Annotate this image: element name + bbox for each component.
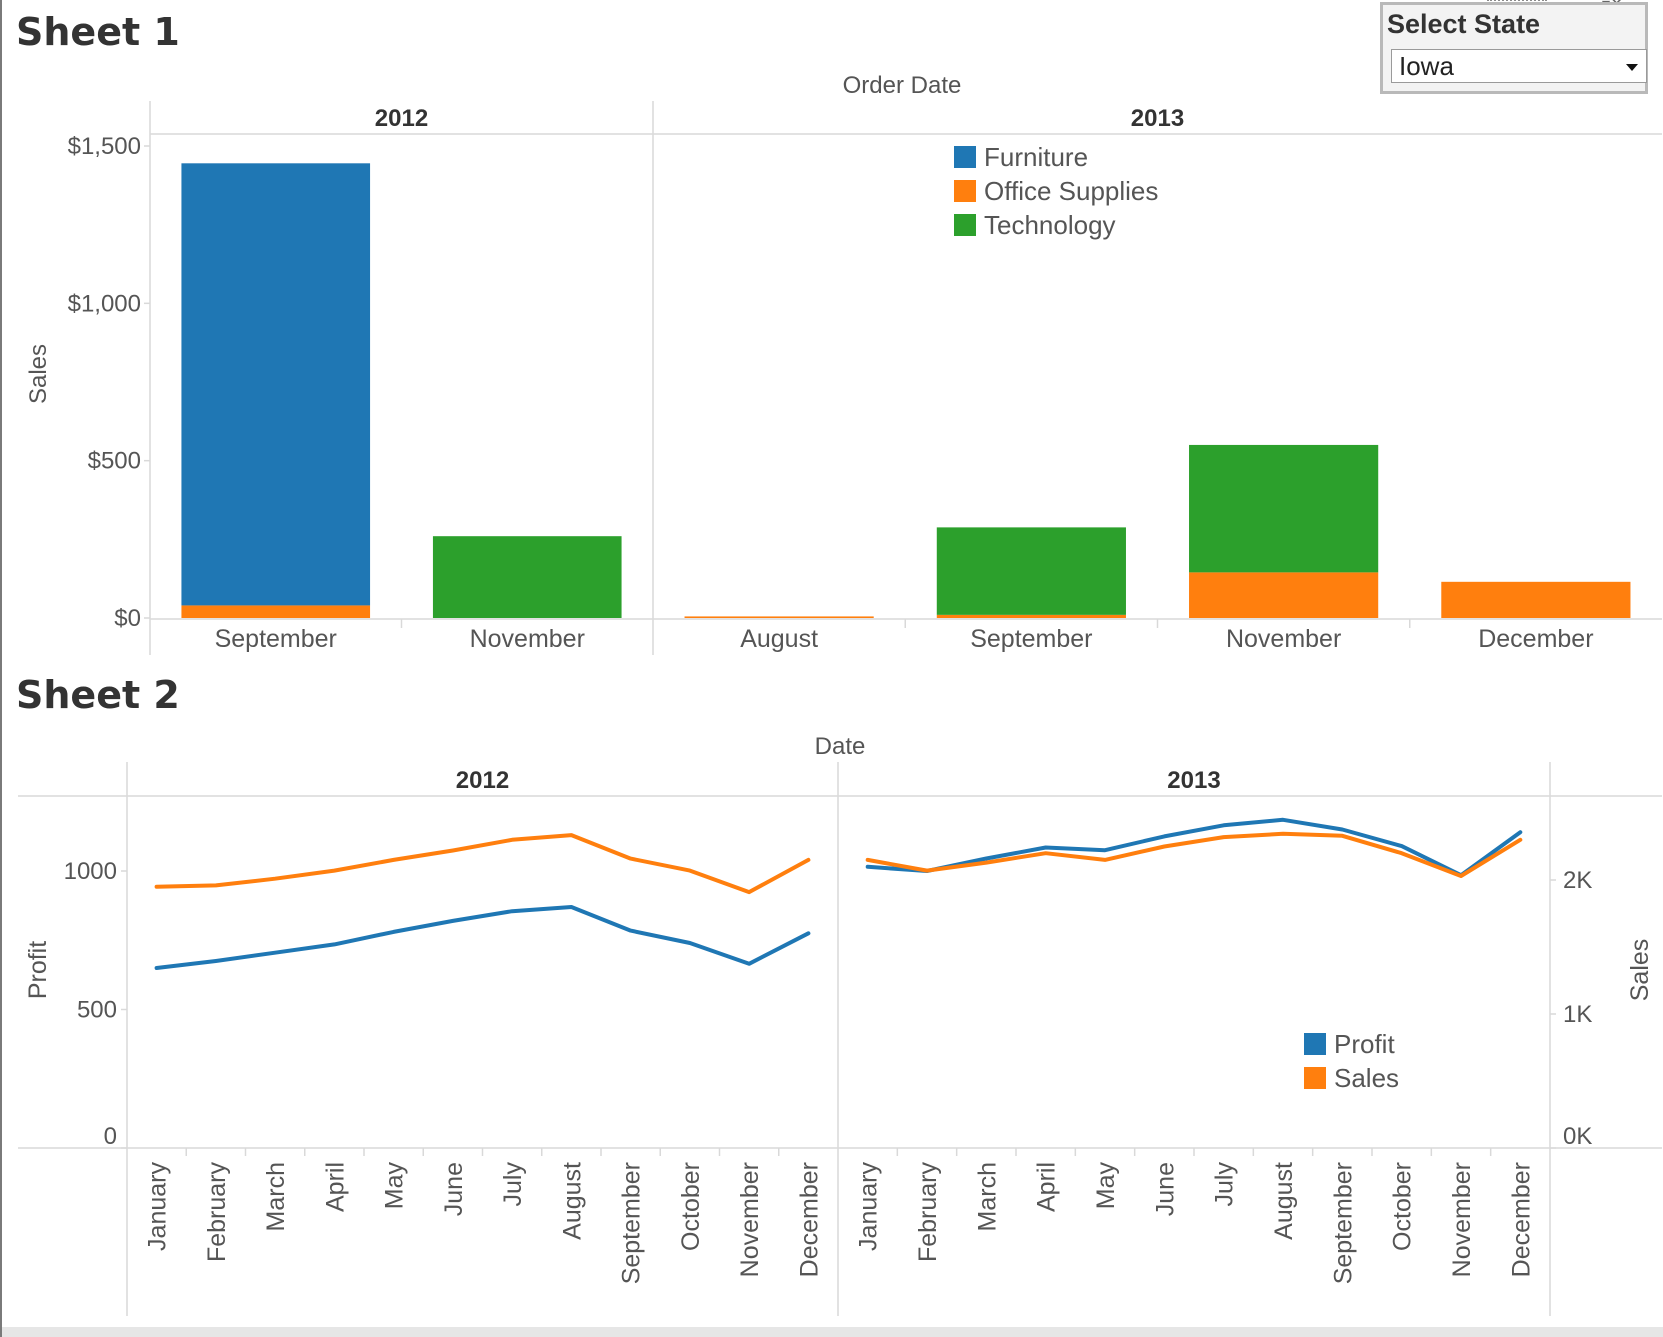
year-header-2012: 2012 <box>456 767 509 794</box>
x-tick-label: February <box>914 1162 942 1263</box>
legend-swatch <box>954 146 976 168</box>
x-tick-label: July <box>499 1162 527 1207</box>
x-tick-label: December <box>795 1162 823 1277</box>
x-tick-label: September <box>1329 1162 1357 1284</box>
y-tick-label: $1,500 <box>68 133 141 160</box>
year-header-2012: 2012 <box>375 105 428 132</box>
sales-bar-chart: Order Date $0 $500 $1,000 $1,500 Sales 2012 Sep… <box>25 72 1662 655</box>
sheet-1-title: Sheet 1 <box>16 10 180 54</box>
x-tick-label: May <box>1092 1162 1120 1210</box>
left-tick-label: 500 <box>77 997 117 1024</box>
column-header-title: Order Date <box>843 72 962 99</box>
x-tick-label: May <box>381 1162 409 1210</box>
state-select-dropdown[interactable]: Iowa <box>1391 49 1647 83</box>
filter-drag-handle[interactable] <box>1487 0 1547 7</box>
filter-title: Select State <box>1387 9 1541 39</box>
bottom-scrollbar[interactable] <box>2 1327 1663 1337</box>
x-tick-label: September <box>970 625 1092 653</box>
y-tick-label: $500 <box>88 448 141 475</box>
x-tick-label: August <box>558 1162 586 1240</box>
sheet-2-title: Sheet 2 <box>16 673 180 717</box>
x-tick-label: December <box>1507 1162 1535 1277</box>
legend-label: Profit <box>1334 1029 1395 1059</box>
x-tick-label: August <box>740 625 818 653</box>
left-axis-title: Profit <box>24 941 52 999</box>
x-tick-label: January <box>855 1162 883 1251</box>
bar-technology <box>1189 444 1379 573</box>
y-tick-label: $1,000 <box>68 290 141 317</box>
x-tick-label: June <box>1151 1162 1179 1216</box>
right-axis-title: Sales <box>1626 939 1654 1002</box>
left-tick-label: 1000 <box>64 858 117 885</box>
legend-label: Technology <box>984 210 1116 240</box>
x-tick-label: December <box>1478 625 1593 653</box>
left-tick-label: 0 <box>104 1123 117 1150</box>
right-tick-label: 0K <box>1563 1123 1592 1150</box>
legend-swatch <box>954 180 976 202</box>
x-tick-label: August <box>1270 1162 1298 1240</box>
legend-label: Office Supplies <box>984 176 1158 206</box>
line-profit-2013 <box>865 817 1523 878</box>
bar-office-supplies <box>684 616 874 618</box>
column-header-title: Date <box>815 733 866 760</box>
bar-office-supplies <box>181 605 371 618</box>
state-filter-panel: Select State Iowa <box>1380 2 1648 94</box>
dropdown-arrow-icon[interactable] <box>1626 64 1638 71</box>
right-tick-label: 2K <box>1563 867 1592 894</box>
bar-technology <box>936 527 1126 615</box>
line-profit-2012 <box>154 905 811 970</box>
legend-swatch <box>954 214 976 236</box>
y-axis-title: Sales <box>25 344 52 404</box>
line-sales-2013 <box>865 831 1523 878</box>
x-tick-label: March <box>262 1162 290 1231</box>
x-tick-label: November <box>1226 625 1341 653</box>
x-tick-label: October <box>1389 1162 1417 1251</box>
y-tick-label: $0 <box>114 605 141 632</box>
bar-office-supplies <box>1441 581 1631 618</box>
x-tick-label: October <box>677 1162 705 1251</box>
state-select-value: Iowa <box>1399 51 1454 81</box>
x-tick-label: November <box>1448 1162 1476 1277</box>
legend-swatch <box>1304 1033 1326 1055</box>
x-tick-label: April <box>1033 1162 1061 1212</box>
x-tick-label: February <box>203 1162 231 1263</box>
x-tick-label: November <box>470 625 585 653</box>
year-header-2013: 2013 <box>1167 767 1220 794</box>
x-tick-label: January <box>144 1162 172 1251</box>
legend-swatch <box>1304 1067 1326 1089</box>
x-tick-label: June <box>440 1162 468 1216</box>
bar-office-supplies <box>1189 572 1379 618</box>
x-tick-label: September <box>215 625 337 653</box>
right-tick-label: 1K <box>1563 1001 1592 1028</box>
x-tick-label: March <box>973 1162 1001 1231</box>
year-header-2013: 2013 <box>1131 105 1184 132</box>
bar-furniture <box>181 163 371 606</box>
line-sales-2012 <box>154 833 811 895</box>
x-tick-label: September <box>618 1162 646 1284</box>
legend-label: Furniture <box>984 142 1088 172</box>
x-tick-label: July <box>1211 1162 1239 1207</box>
bar-office-supplies <box>936 614 1126 618</box>
x-tick-label: November <box>736 1162 764 1277</box>
legend-label: Sales <box>1334 1063 1399 1093</box>
bar-technology <box>432 536 622 618</box>
x-tick-label: April <box>321 1162 349 1212</box>
